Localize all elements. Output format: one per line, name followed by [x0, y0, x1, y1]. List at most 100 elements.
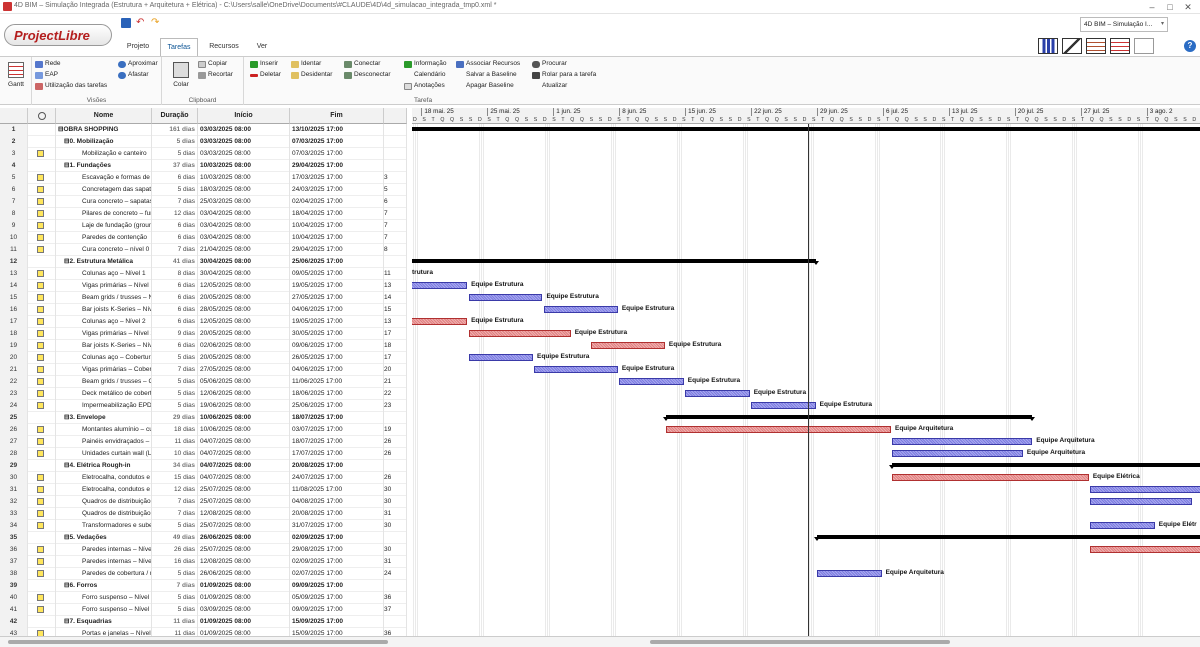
- task-start[interactable]: 30/04/2025 08:00: [198, 256, 290, 268]
- indicator-cell[interactable]: [28, 604, 56, 616]
- task-name[interactable]: Beam grids / trusses – N: [56, 292, 152, 304]
- task-bar[interactable]: [892, 450, 1023, 457]
- rede-button[interactable]: Rede: [35, 60, 61, 68]
- header-inicio[interactable]: Início: [198, 108, 290, 124]
- indicator-cell[interactable]: [28, 544, 56, 556]
- summary-bar[interactable]: [412, 259, 819, 265]
- desconectar-button[interactable]: Desconectar: [344, 71, 391, 79]
- table-row[interactable]: 37 Paredes internas – Nível 16 dias 12/08/2…: [0, 556, 407, 568]
- task-name[interactable]: Vigas primárias – Nível 1: [56, 280, 152, 292]
- redo-icon[interactable]: ↷: [151, 17, 160, 28]
- task-bar[interactable]: [1090, 486, 1200, 493]
- task-start[interactable]: 12/06/2025 08:00: [198, 388, 290, 400]
- table-row[interactable]: 30 Eletrocalha, condutos e c 15 dias 04/07/…: [0, 472, 407, 484]
- task-start[interactable]: 01/09/2025 08:00: [198, 628, 290, 640]
- table-row[interactable]: 25 ⊟3. Envelope 29 dias 10/06/2025 08:00 18/…: [0, 412, 407, 424]
- task-name[interactable]: ⊟0. Mobilização: [56, 136, 152, 148]
- indicator-cell[interactable]: [28, 304, 56, 316]
- copiar-button[interactable]: Copiar: [198, 60, 227, 68]
- table-row[interactable]: 2 ⊟0. Mobilização 5 dias 03/03/2025 08:00 07…: [0, 136, 407, 148]
- gantt-scroll-thumb[interactable]: [650, 640, 950, 644]
- task-start[interactable]: 20/05/2025 08:00: [198, 352, 290, 364]
- indicator-cell[interactable]: [28, 280, 56, 292]
- task-name[interactable]: Montantes alumínio – cur: [56, 424, 152, 436]
- undo-icon[interactable]: ↶: [136, 17, 145, 28]
- task-duration[interactable]: 26 dias: [152, 544, 198, 556]
- task-predecessors[interactable]: 17: [384, 328, 407, 340]
- task-name[interactable]: Paredes internas – Nível: [56, 556, 152, 568]
- task-finish[interactable]: 03/07/2025 17:00: [290, 424, 384, 436]
- task-name[interactable]: Portas e janelas – Nível 1: [56, 628, 152, 640]
- task-predecessors[interactable]: 26: [384, 436, 407, 448]
- indicator-cell[interactable]: [28, 520, 56, 532]
- task-bar[interactable]: [619, 378, 684, 385]
- task-finish[interactable]: 29/04/2025 17:00: [290, 244, 384, 256]
- task-finish[interactable]: 17/07/2025 17:00: [290, 448, 384, 460]
- recortar-button[interactable]: Recortar: [198, 71, 233, 79]
- task-duration[interactable]: 6 dias: [152, 280, 198, 292]
- task-finish[interactable]: 09/09/2025 17:00: [290, 580, 384, 592]
- task-start[interactable]: 25/07/2025 08:00: [198, 496, 290, 508]
- identar-button[interactable]: Identar: [291, 60, 321, 68]
- task-bar[interactable]: [1090, 546, 1200, 553]
- task-start[interactable]: 26/06/2025 08:00: [198, 568, 290, 580]
- task-finish[interactable]: 02/04/2025 17:00: [290, 196, 384, 208]
- task-finish[interactable]: 29/04/2025 17:00: [290, 160, 384, 172]
- table-row[interactable]: 17 Colunas aço – Nível 2 6 dias 12/05/2025 …: [0, 316, 407, 328]
- task-start[interactable]: 02/06/2025 08:00: [198, 340, 290, 352]
- task-start[interactable]: 05/06/2025 08:00: [198, 376, 290, 388]
- anotacoes-button[interactable]: Anotações: [404, 82, 445, 90]
- task-start[interactable]: 12/05/2025 08:00: [198, 316, 290, 328]
- task-duration[interactable]: 5 dias: [152, 592, 198, 604]
- table-row[interactable]: 42 ⊟7. Esquadrias 11 dias 01/09/2025 08:00 1…: [0, 616, 407, 628]
- table-row[interactable]: 7 Cura concreto – sapatas 7 dias 25/03/2025…: [0, 196, 407, 208]
- table-scroll-thumb[interactable]: [8, 640, 388, 644]
- task-predecessors[interactable]: [384, 136, 407, 148]
- indicator-cell[interactable]: [28, 412, 56, 424]
- task-name[interactable]: ⊟5. Vedações: [56, 532, 152, 544]
- indicator-cell[interactable]: [28, 316, 56, 328]
- task-bar[interactable]: [534, 366, 618, 373]
- task-finish[interactable]: 13/10/2025 17:00: [290, 124, 384, 136]
- task-bar[interactable]: [685, 390, 750, 397]
- task-duration[interactable]: 5 dias: [152, 136, 198, 148]
- task-predecessors[interactable]: 17: [384, 352, 407, 364]
- task-predecessors[interactable]: 22: [384, 388, 407, 400]
- task-predecessors[interactable]: 30: [384, 484, 407, 496]
- task-duration[interactable]: 11 dias: [152, 436, 198, 448]
- task-finish[interactable]: 17/03/2025 17:00: [290, 172, 384, 184]
- eap-button[interactable]: EAP: [35, 71, 58, 79]
- task-bar[interactable]: [666, 426, 891, 433]
- task-start[interactable]: 25/03/2025 08:00: [198, 196, 290, 208]
- task-duration[interactable]: 6 dias: [152, 220, 198, 232]
- indicator-cell[interactable]: [28, 472, 56, 484]
- task-name[interactable]: Beam grids / trusses – Co: [56, 376, 152, 388]
- task-duration[interactable]: 161 dias: [152, 124, 198, 136]
- task-finish[interactable]: 31/07/2025 17:00: [290, 520, 384, 532]
- task-duration[interactable]: 7 dias: [152, 364, 198, 376]
- task-start[interactable]: 25/07/2025 08:00: [198, 544, 290, 556]
- table-row[interactable]: 8 Pilares de concreto – fun 12 dias 03/04/2…: [0, 208, 407, 220]
- task-start[interactable]: 03/03/2025 08:00: [198, 124, 290, 136]
- task-finish[interactable]: 05/09/2025 17:00: [290, 592, 384, 604]
- indicator-cell[interactable]: [28, 196, 56, 208]
- indicator-cell[interactable]: [28, 508, 56, 520]
- indicator-cell[interactable]: [28, 496, 56, 508]
- indicator-cell[interactable]: [28, 328, 56, 340]
- table-row[interactable]: 4 ⊟1. Fundações 37 dias 10/03/2025 08:00 29/…: [0, 160, 407, 172]
- tab-projeto[interactable]: Projeto: [126, 43, 150, 50]
- task-finish[interactable]: 25/06/2025 17:00: [290, 256, 384, 268]
- task-duration[interactable]: 7 dias: [152, 580, 198, 592]
- task-start[interactable]: 30/04/2025 08:00: [198, 268, 290, 280]
- task-name[interactable]: Vigas primárias – Cobert: [56, 364, 152, 376]
- task-start[interactable]: 03/09/2025 08:00: [198, 604, 290, 616]
- task-start[interactable]: 25/07/2025 08:00: [198, 484, 290, 496]
- task-duration[interactable]: 5 dias: [152, 352, 198, 364]
- task-name[interactable]: Vigas primárias – Nível 2: [56, 328, 152, 340]
- task-finish[interactable]: 24/07/2025 17:00: [290, 472, 384, 484]
- task-start[interactable]: 28/05/2025 08:00: [198, 304, 290, 316]
